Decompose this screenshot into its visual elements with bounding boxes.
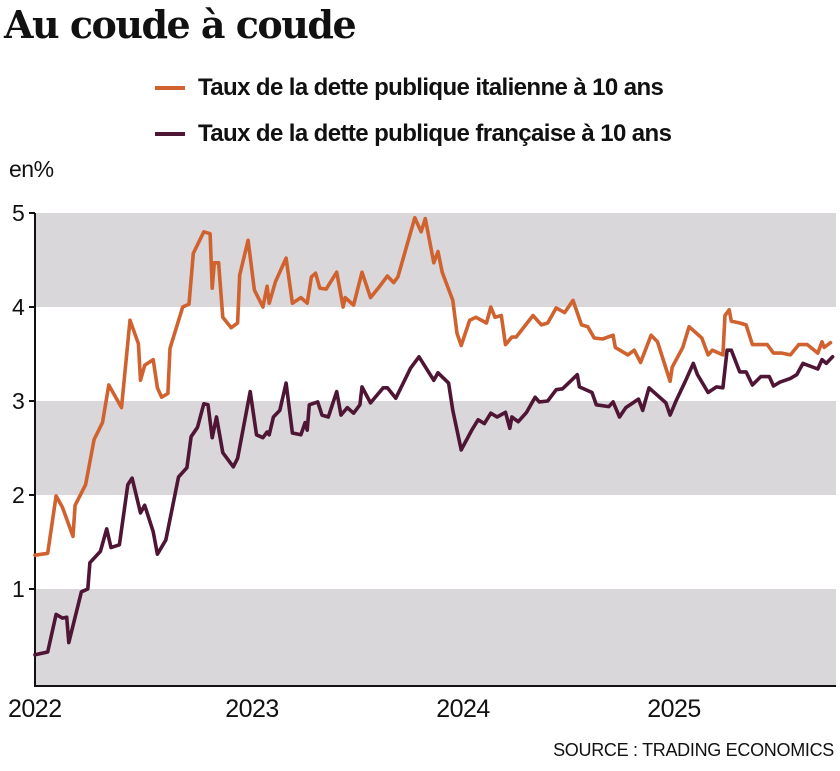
y-tick-label: 5: [12, 200, 25, 226]
legend-swatch-italy: [155, 86, 185, 90]
y-tick-label: 3: [12, 388, 25, 414]
y-axis-unit-label: en%: [9, 156, 54, 182]
x-tick-label: 2022: [8, 695, 62, 723]
x-tick-label: 2023: [225, 695, 279, 723]
source-note: SOURCE : TRADING ECONOMICS: [553, 740, 834, 760]
x-tick-label: 2024: [436, 695, 490, 723]
grid-band: [35, 589, 836, 686]
y-tick-label: 4: [12, 294, 25, 320]
y-tick-label: 2: [12, 482, 25, 508]
y-tick-label: 1: [12, 576, 25, 602]
grid-band: [35, 401, 836, 495]
legend-swatch-france: [155, 132, 185, 136]
series-line-france: [33, 348, 835, 657]
chart-title: Au coude à coude: [4, 2, 357, 47]
legend-label-italy: Taux de la dette publique italienne à 10…: [198, 74, 664, 101]
legend-item-italy: Taux de la dette publique italienne à 10…: [155, 74, 664, 102]
x-tick-label: 2025: [647, 695, 701, 723]
legend-item-france: Taux de la dette publique française à 10…: [155, 120, 672, 148]
series-line-italy: [33, 215, 833, 557]
legend-label-france: Taux de la dette publique française à 10…: [198, 120, 672, 147]
